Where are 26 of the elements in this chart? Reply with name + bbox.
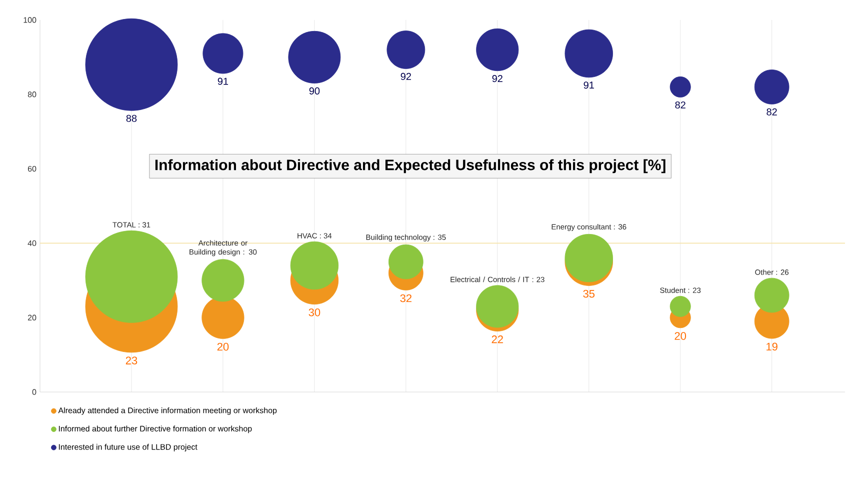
legend-label: Already attended a Directive information meeting or workshop [58, 407, 277, 415]
data-label: 92 [400, 72, 411, 80]
y-tick-label: 20 [28, 314, 36, 320]
data-label: 23 [126, 356, 138, 364]
legend-label: Interested in future use of LLBD project [58, 444, 198, 452]
data-label: 90 [309, 87, 320, 94]
data-label: 30 [308, 308, 320, 316]
data-label: 32 [400, 294, 412, 302]
data-label: 22 [492, 335, 503, 344]
data-label: 82 [675, 101, 686, 109]
text: Information about Directive and Expected Usefulness of this project [%] [155, 159, 666, 174]
y-tick-label: 80 [28, 92, 36, 98]
data-label: 88 [126, 114, 137, 122]
data-label: 91 [584, 82, 594, 89]
data-label: 82 [766, 108, 777, 116]
y-tick-label: 60 [28, 166, 36, 172]
data-label: 20 [674, 332, 686, 340]
data-label: 91 [218, 78, 228, 85]
data-label: 19 [766, 342, 778, 351]
legend-label: Informed about further Directive formation or workshop [58, 426, 252, 434]
y-tick-label: 40 [28, 240, 36, 246]
data-label: 20 [217, 342, 229, 351]
data-label: 92 [492, 75, 502, 82]
y-tick-label: 0 [32, 389, 36, 395]
y-tick-label: 100 [24, 17, 36, 23]
data-label: 35 [583, 290, 595, 298]
